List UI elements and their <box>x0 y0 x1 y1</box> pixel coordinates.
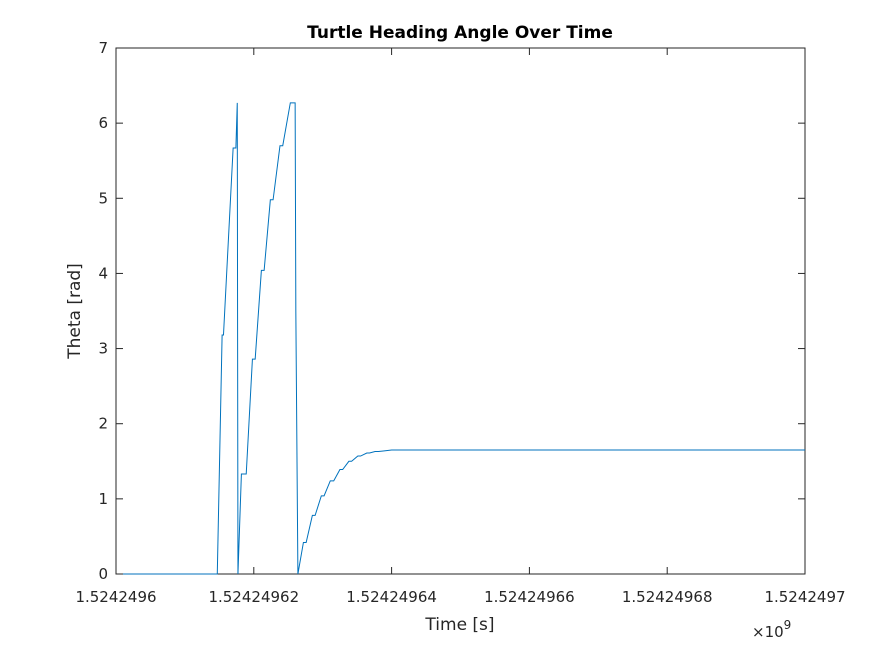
y-tick-label: 7 <box>98 39 108 57</box>
plot-area <box>115 47 806 575</box>
y-tick-label: 2 <box>98 415 108 433</box>
x-tick-label: 1.52424962 <box>208 588 299 606</box>
x-axis-label: Time [s] <box>424 615 494 635</box>
y-tick-label: 1 <box>98 490 108 508</box>
x-axis: 1.5242496 1.52424962 1.52424964 1.52424966 1… <box>75 48 846 606</box>
y-axis: 0 1 2 3 4 5 6 7 <box>98 39 805 583</box>
x-tick-label: 1.5242497 <box>764 588 845 606</box>
y-tick-label: 3 <box>98 340 108 358</box>
plot-frame <box>115 47 806 575</box>
y-tick-label: 5 <box>98 189 108 207</box>
x-axis-exponent: ×109 <box>752 618 791 641</box>
x-tick-label: 1.5242496 <box>75 588 156 606</box>
y-axis-label: Theta [rad] <box>65 263 85 360</box>
x-tick-label: 1.52424968 <box>622 588 713 606</box>
y-tick-label: 4 <box>98 264 108 282</box>
x-tick-label: 1.52424964 <box>346 588 437 606</box>
series-line-0 <box>116 102 805 575</box>
x-axis-exponent-power: 9 <box>784 618 792 632</box>
x-axis-exponent-base: ×10 <box>752 623 784 641</box>
x-tick-label: 1.52424966 <box>484 588 575 606</box>
chart-title: Turtle Heading Angle Over Time <box>307 23 613 43</box>
y-tick-label: 6 <box>98 114 108 132</box>
y-tick-label: 0 <box>98 565 108 583</box>
